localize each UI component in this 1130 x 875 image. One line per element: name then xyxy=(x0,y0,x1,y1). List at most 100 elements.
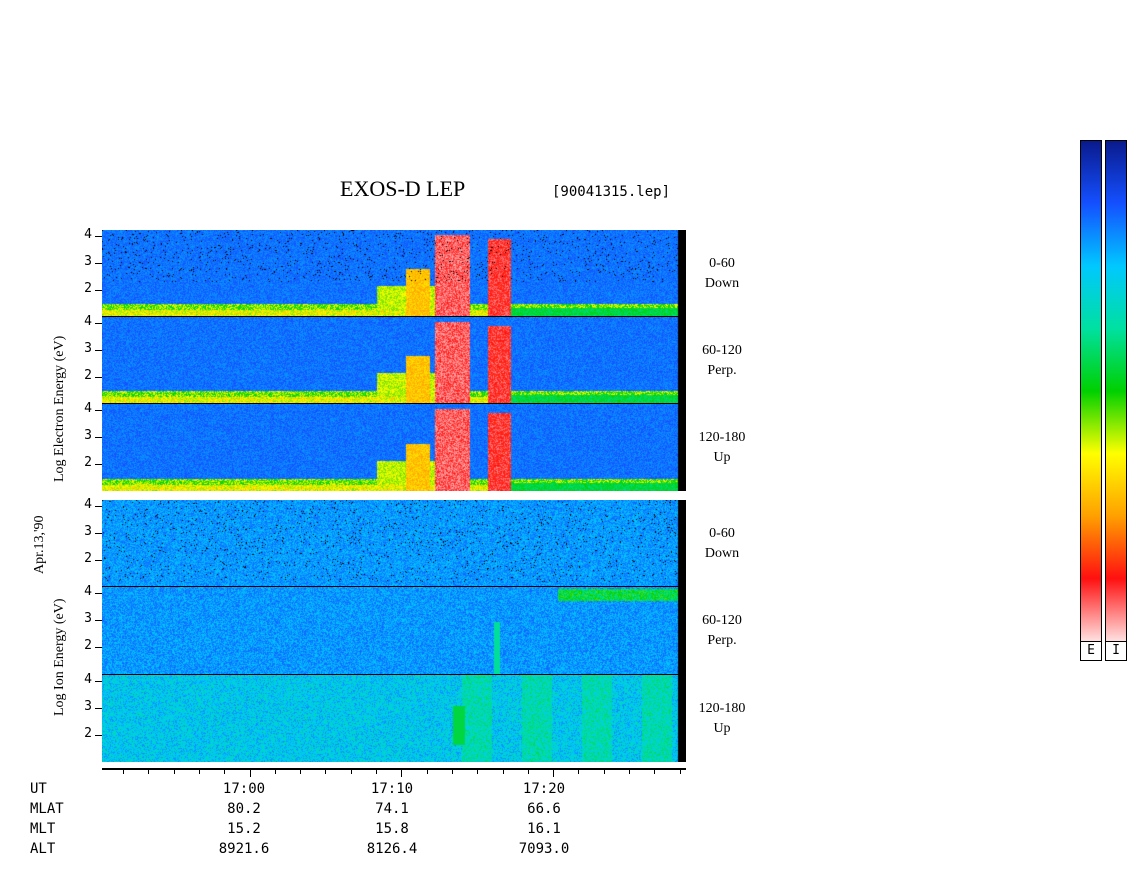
x-tick-mark xyxy=(629,769,630,774)
x-row-label: ALT xyxy=(30,841,56,857)
y-tick-label: 3 xyxy=(84,611,92,626)
x-tick-mark xyxy=(198,769,200,774)
x-tick-mark xyxy=(249,769,251,777)
y-tick-label: 4 xyxy=(84,227,92,242)
panel-divider xyxy=(102,403,686,404)
x-row-value: 74.1 xyxy=(375,801,409,817)
x-row-label: MLT xyxy=(30,821,56,837)
x-tick-mark xyxy=(578,769,580,774)
x-tick-mark xyxy=(325,769,327,774)
x-row-value: 16.1 xyxy=(527,821,561,837)
y-tick-label: 2 xyxy=(84,455,92,470)
x-row-value: 80.2 xyxy=(227,801,261,817)
x-row-label: UT xyxy=(30,781,47,797)
x-row-value: 17:10 xyxy=(370,781,414,797)
y-tick-label: 2 xyxy=(84,368,92,383)
y-tick-mark xyxy=(95,377,102,378)
x-row-value: 8921.6 xyxy=(218,841,270,857)
ion-colorbar-label: I xyxy=(1105,641,1127,661)
x-tick-mark xyxy=(148,769,150,774)
x-row-value: 15.2 xyxy=(227,821,261,837)
x-tick-mark xyxy=(477,769,479,774)
x-axis xyxy=(102,768,686,770)
y-tick-label: 3 xyxy=(84,254,92,269)
x-tick-mark xyxy=(173,769,175,774)
panel-divider xyxy=(102,674,686,675)
x-tick-mark xyxy=(426,769,428,774)
x-tick-mark xyxy=(603,769,605,774)
electron-axis-label: Log Electron Energy (eV) xyxy=(52,335,67,482)
ion-colorbar xyxy=(1105,140,1127,642)
panel-divider xyxy=(102,586,686,587)
x-tick-mark xyxy=(679,769,681,774)
y-tick-label: 4 xyxy=(84,497,92,512)
electron-colorbar-label: E xyxy=(1080,641,1102,661)
electron-colorbar xyxy=(1080,140,1102,642)
y-tick-mark xyxy=(95,290,102,291)
pitch-label: 60-120 Perp. xyxy=(702,613,742,648)
x-row-value: 17:20 xyxy=(522,781,566,797)
pitch-label: 120-180 Up xyxy=(698,430,746,465)
date-label: Apr.13,'90 xyxy=(32,515,47,574)
y-tick-label: 2 xyxy=(84,281,92,296)
y-tick-label: 2 xyxy=(84,551,92,566)
x-tick-mark xyxy=(274,769,276,774)
ion-panel-down xyxy=(102,500,686,586)
x-tick-mark xyxy=(376,769,377,774)
x-tick-mark xyxy=(123,769,124,774)
y-tick-mark xyxy=(95,323,102,324)
ion-panel-perp xyxy=(102,587,686,674)
electron-panel-perp xyxy=(102,317,686,403)
x-tick-mark xyxy=(654,769,656,774)
y-tick-mark xyxy=(95,533,102,534)
y-tick-mark xyxy=(95,593,102,594)
y-tick-mark xyxy=(95,263,102,264)
y-tick-label: 3 xyxy=(84,524,92,539)
x-tick-mark xyxy=(502,769,504,774)
y-tick-label: 4 xyxy=(84,314,92,329)
y-tick-mark xyxy=(95,708,102,709)
y-tick-label: 2 xyxy=(84,638,92,653)
y-tick-label: 4 xyxy=(84,401,92,416)
x-tick-mark xyxy=(553,769,555,777)
x-tick-mark xyxy=(401,769,403,777)
y-tick-mark xyxy=(95,620,102,621)
ion-panel-up xyxy=(102,675,686,762)
y-tick-mark xyxy=(95,410,102,411)
y-tick-mark xyxy=(95,236,102,237)
y-tick-label: 4 xyxy=(84,672,92,687)
electron-panel-down xyxy=(102,230,686,316)
x-row-label: MLAT xyxy=(30,801,64,817)
x-row-value: 7093.0 xyxy=(518,841,570,857)
x-row-value: 17:00 xyxy=(222,781,266,797)
electron-panel-up xyxy=(102,404,686,491)
y-tick-label: 2 xyxy=(84,726,92,741)
pitch-label: 120-180 Up xyxy=(698,701,746,736)
x-row-value: 8126.4 xyxy=(366,841,418,857)
y-tick-label: 3 xyxy=(84,699,92,714)
x-tick-mark xyxy=(527,769,529,774)
y-tick-mark xyxy=(95,647,102,648)
panel-divider xyxy=(102,316,686,317)
y-tick-mark xyxy=(95,506,102,507)
ion-axis-label: Log Ion Energy (eV) xyxy=(52,598,67,716)
y-tick-mark xyxy=(95,350,102,351)
y-tick-mark xyxy=(95,560,102,561)
pitch-label: 0-60 Down xyxy=(704,256,740,291)
x-tick-mark xyxy=(451,769,453,774)
x-tick-mark xyxy=(300,769,302,774)
x-row-value: 15.8 xyxy=(375,821,409,837)
y-tick-mark xyxy=(95,437,102,438)
file-name: [90041315.lep] xyxy=(552,184,671,200)
pitch-label: 60-120 Perp. xyxy=(702,343,742,378)
x-row-value: 66.6 xyxy=(527,801,561,817)
y-tick-mark xyxy=(95,681,102,682)
x-tick-mark xyxy=(224,769,226,774)
x-tick-mark xyxy=(350,769,352,774)
y-tick-mark xyxy=(95,735,102,736)
y-tick-mark xyxy=(95,464,102,465)
chart-title: EXOS-D LEP xyxy=(340,176,466,201)
y-tick-label: 3 xyxy=(84,428,92,443)
pitch-label: 0-60 Down xyxy=(704,526,740,561)
y-tick-label: 3 xyxy=(84,341,92,356)
